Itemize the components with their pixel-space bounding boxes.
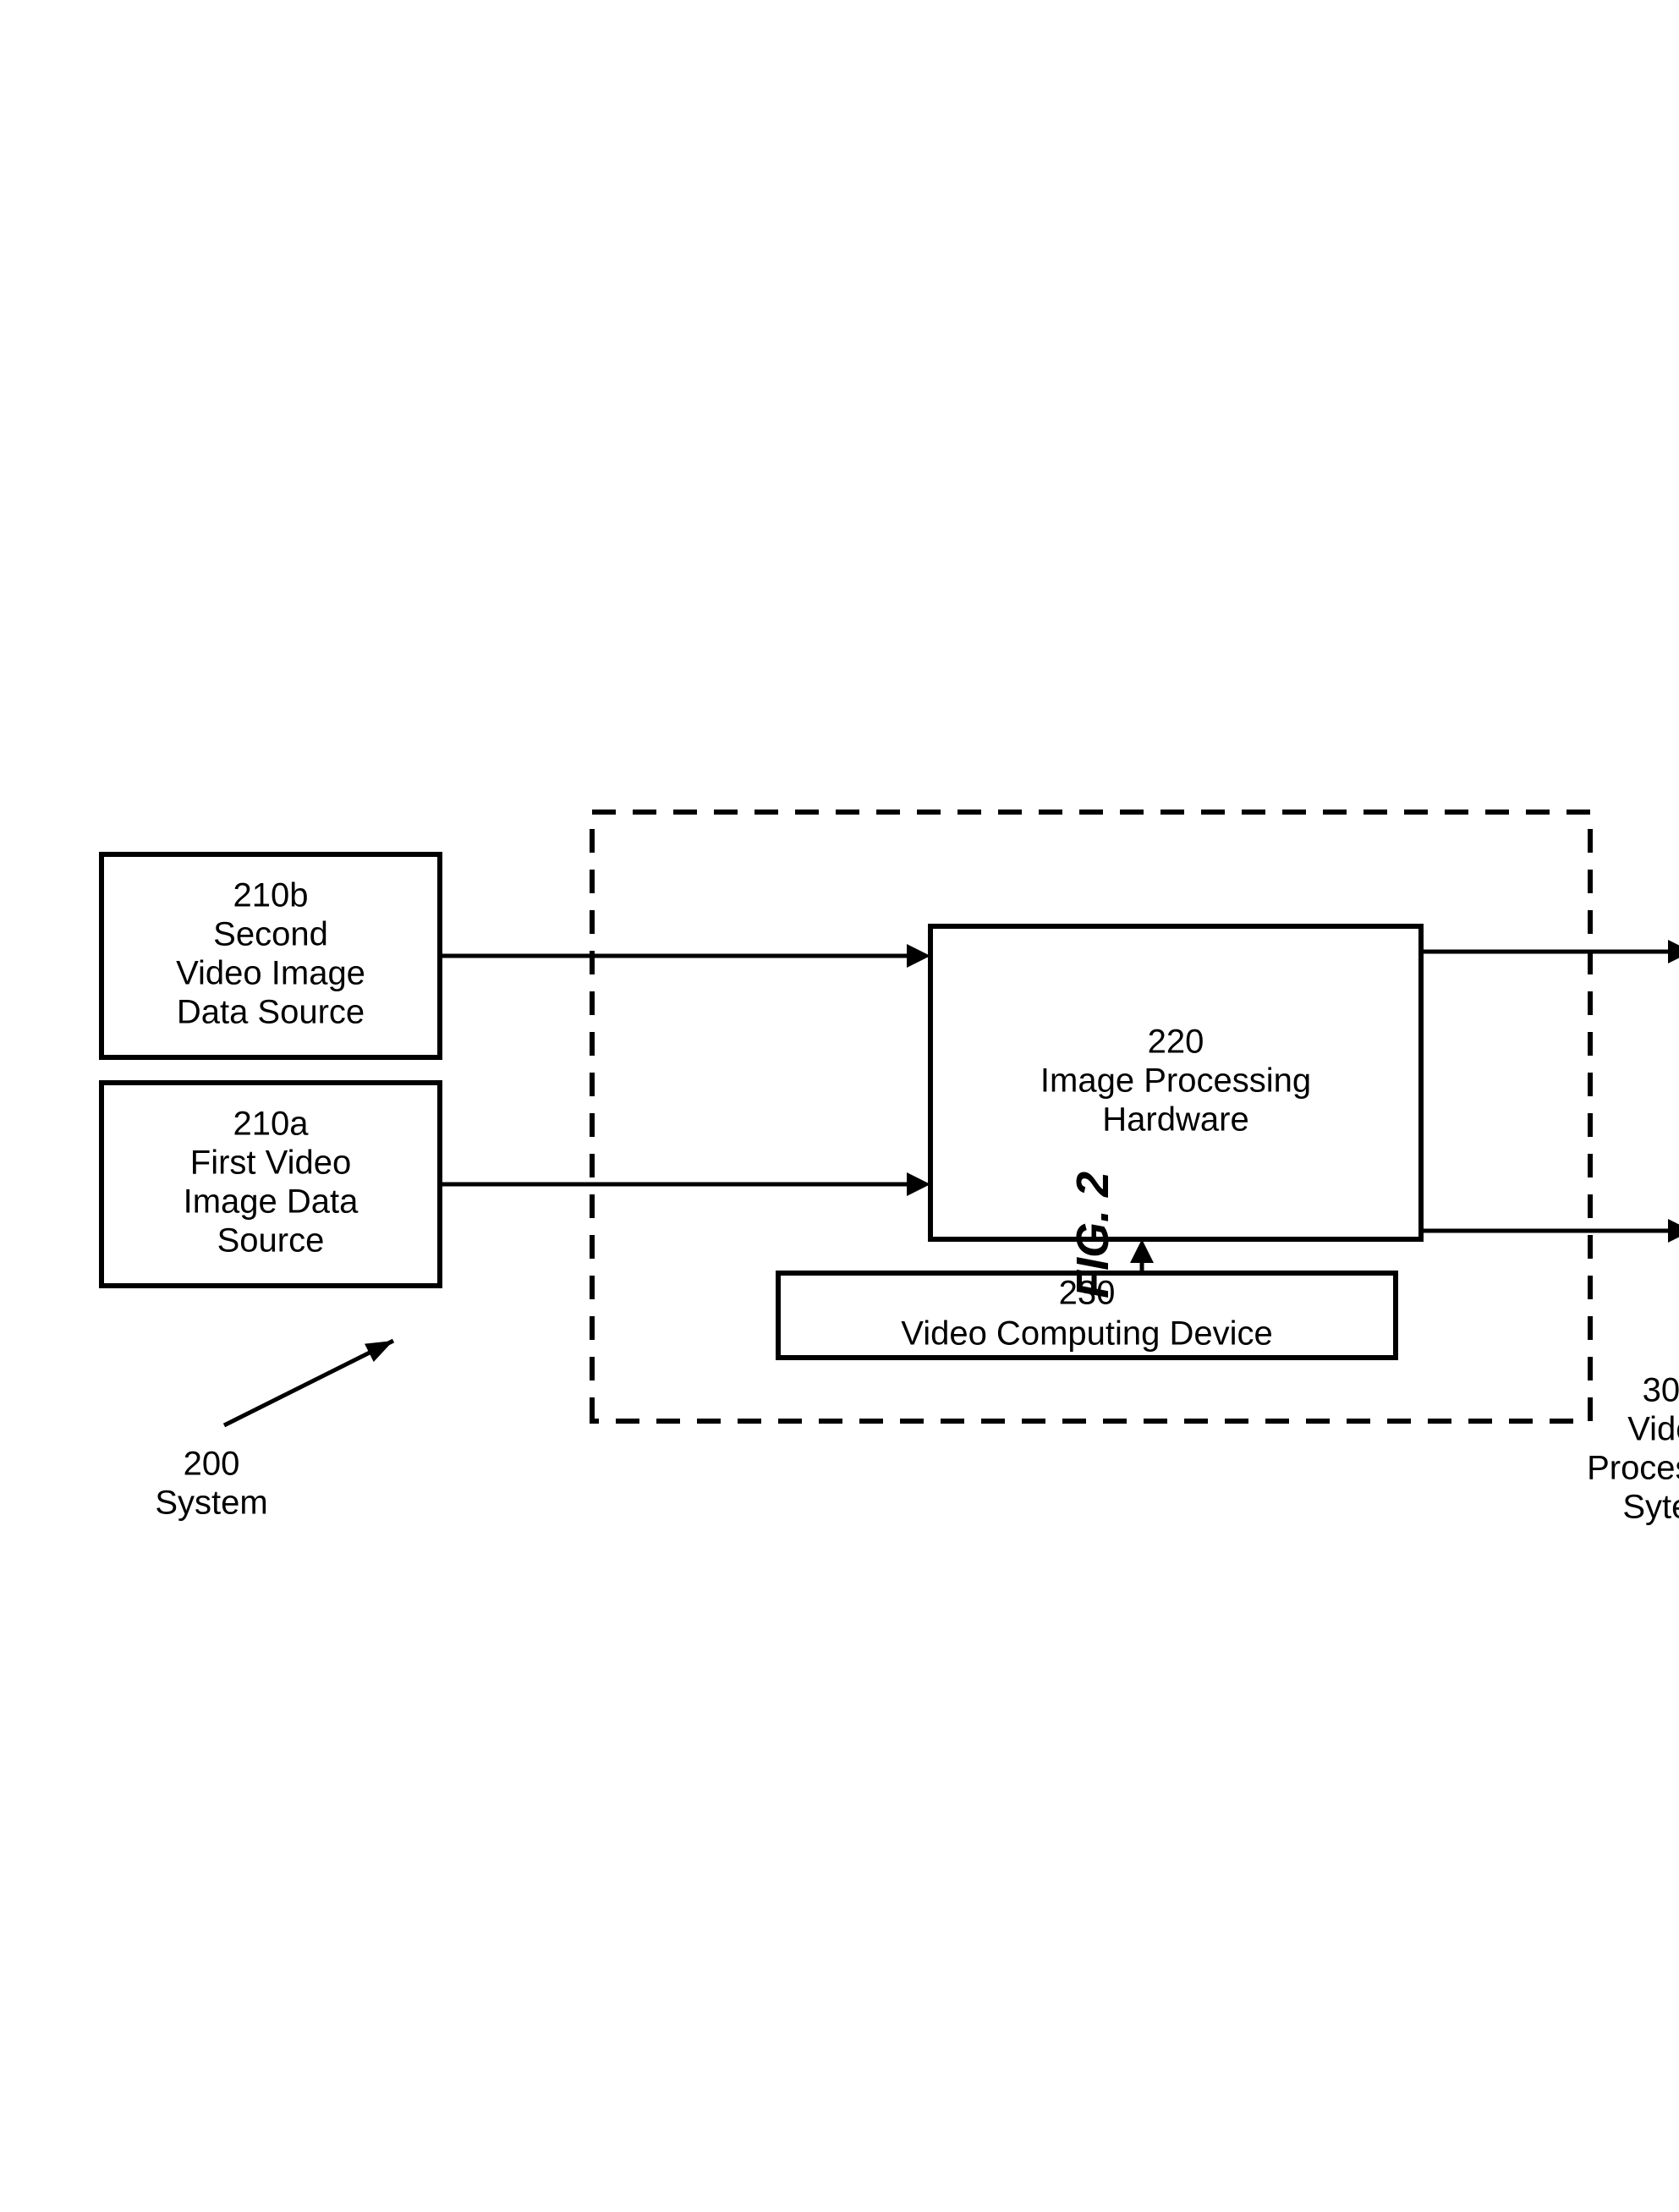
svg-text:Image Processing: Image Processing [1040,1062,1311,1100]
svg-text:210b: 210b [233,877,309,914]
arrow-iph-out2-head [1668,940,1679,963]
svg-text:Video Image: Video Image [176,955,365,992]
svg-text:Processing: Processing [1587,1450,1679,1487]
svg-text:Second: Second [213,916,328,953]
svg-text:Hardware: Hardware [1102,1101,1248,1139]
arrow-vcd-iph-head [1130,1239,1154,1263]
svg-text:200: 200 [184,1446,240,1483]
svg-text:Video Computing Device: Video Computing Device [901,1315,1273,1353]
svg-text:First Video: First Video [190,1144,351,1182]
svg-text:Data Source: Data Source [177,994,365,1031]
svg-text:System: System [155,1485,267,1522]
svg-text:Source: Source [217,1222,325,1260]
svg-text:220: 220 [1148,1024,1204,1061]
svg-text:Image Data: Image Data [184,1183,359,1221]
arrow-src1-iph-head [907,1172,930,1196]
arrow-iph-out1-head [1668,1219,1679,1243]
svg-text:Sytem: Sytem [1622,1489,1679,1526]
system-leader-arrow-head [365,1341,393,1362]
svg-text:210a: 210a [233,1106,310,1143]
svg-text:300: 300 [1643,1372,1679,1409]
arrow-src2-iph-head [907,944,930,968]
system-leader-arrow [224,1341,393,1425]
system-label: 200System [155,1446,267,1522]
svg-text:230: 230 [1059,1275,1116,1312]
vps-label: 300VideoProcessingSytem [1587,1372,1679,1526]
svg-text:Video: Video [1627,1411,1679,1448]
